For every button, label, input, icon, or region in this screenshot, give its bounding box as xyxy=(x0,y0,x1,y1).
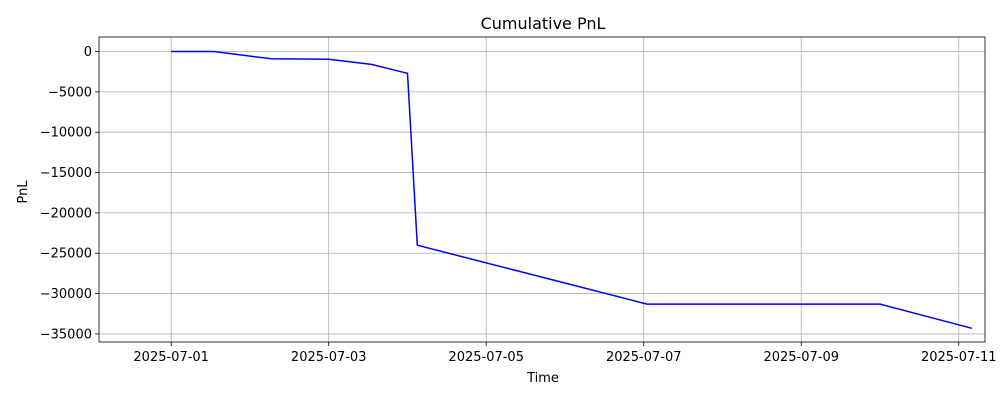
x-tick-label: 2025-07-09 xyxy=(763,350,839,365)
ticks-group: 2025-07-01 2025-07-03 2025-07-05 2025-07-07… xyxy=(40,45,997,365)
x-tick-label: 2025-07-01 xyxy=(133,350,209,365)
y-tick-label: −5000 xyxy=(48,85,92,100)
series-group xyxy=(171,50,973,330)
y-tick-label: −20000 xyxy=(40,206,92,221)
x-tick-label: 2025-07-03 xyxy=(291,350,367,365)
y-axis-label: PnL xyxy=(16,180,31,204)
x-tick-label: 2025-07-07 xyxy=(606,350,682,365)
x-tick-label: 2025-07-05 xyxy=(448,350,524,365)
y-tick-label: 0 xyxy=(84,45,92,60)
chart-title: Cumulative PnL xyxy=(481,14,606,33)
y-tick-label: −35000 xyxy=(40,327,92,342)
y-tick-label: −15000 xyxy=(40,166,92,181)
plot-frame xyxy=(98,36,986,343)
y-tick-label: −30000 xyxy=(40,287,92,302)
pnl-series-line xyxy=(171,50,973,330)
y-tick-label: −25000 xyxy=(40,247,92,262)
y-tick-label: −10000 xyxy=(40,126,92,141)
x-axis-label: Time xyxy=(526,371,559,386)
grid-lines xyxy=(99,37,985,342)
x-tick-label: 2025-07-11 xyxy=(921,350,997,365)
